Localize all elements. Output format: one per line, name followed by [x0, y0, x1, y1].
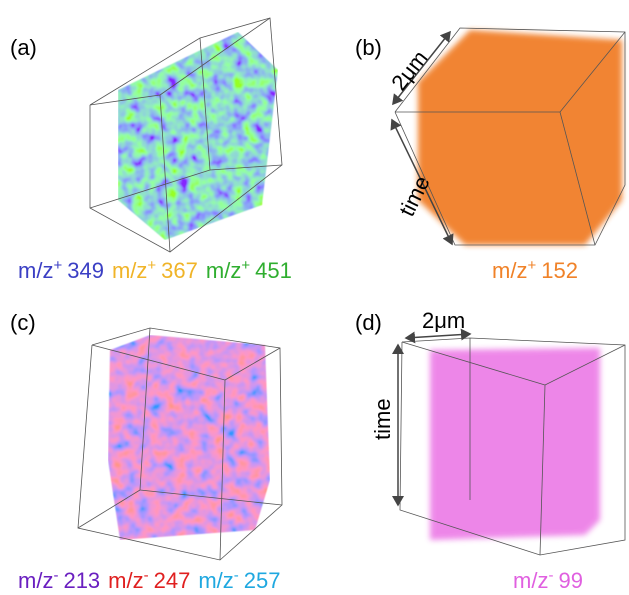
panel-label: (c)	[10, 310, 36, 335]
legend-mz: 257	[244, 568, 281, 593]
legend-charge: -	[234, 567, 239, 584]
legend-charge: +	[241, 257, 250, 274]
legend-prefix: m/z	[18, 568, 53, 593]
cube-c	[77, 327, 283, 561]
legend-prefix: m/z	[108, 568, 143, 593]
panel-label: (a)	[10, 35, 37, 60]
legend: m/z+ 152	[492, 257, 578, 283]
scale-depth: time	[370, 398, 395, 440]
legend-charge: +	[147, 257, 156, 274]
legend-prefix: m/z	[206, 258, 241, 283]
legend-prefix: m/z	[492, 258, 527, 283]
legend: m/z- 99	[513, 567, 583, 593]
legend-mz: 367	[161, 258, 198, 283]
cube-d	[392, 328, 626, 556]
cube-a	[89, 17, 283, 253]
legend-prefix: m/z	[198, 568, 233, 593]
scale-width: 2μm	[422, 308, 465, 333]
legend-mz: 451	[255, 258, 292, 283]
legend-mz: 152	[541, 258, 578, 283]
legend-prefix: m/z	[513, 568, 548, 593]
legend: m/z+ 349 m/z+ 367 m/z+ 451	[18, 257, 292, 283]
legend-mz: 349	[67, 258, 104, 283]
legend-mz: 213	[63, 568, 100, 593]
legend-prefix: m/z	[112, 258, 147, 283]
legend-prefix: m/z	[18, 258, 53, 283]
legend-charge: -	[53, 567, 58, 584]
legend-charge: -	[144, 567, 149, 584]
legend: m/z- 213 m/z- 247 m/z- 257	[18, 567, 281, 593]
legend-mz: 99	[558, 568, 582, 593]
panel-label: (d)	[355, 310, 382, 335]
legend-mz: 247	[154, 568, 191, 593]
legend-charge: +	[527, 257, 536, 274]
cube-b	[390, 27, 626, 246]
legend-charge: +	[53, 257, 62, 274]
legend-charge: -	[548, 567, 553, 584]
panel-label: (b)	[355, 35, 382, 60]
